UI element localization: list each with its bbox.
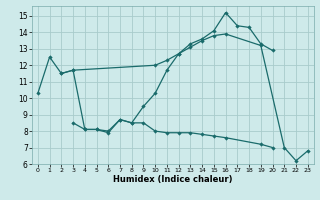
X-axis label: Humidex (Indice chaleur): Humidex (Indice chaleur) xyxy=(113,175,233,184)
